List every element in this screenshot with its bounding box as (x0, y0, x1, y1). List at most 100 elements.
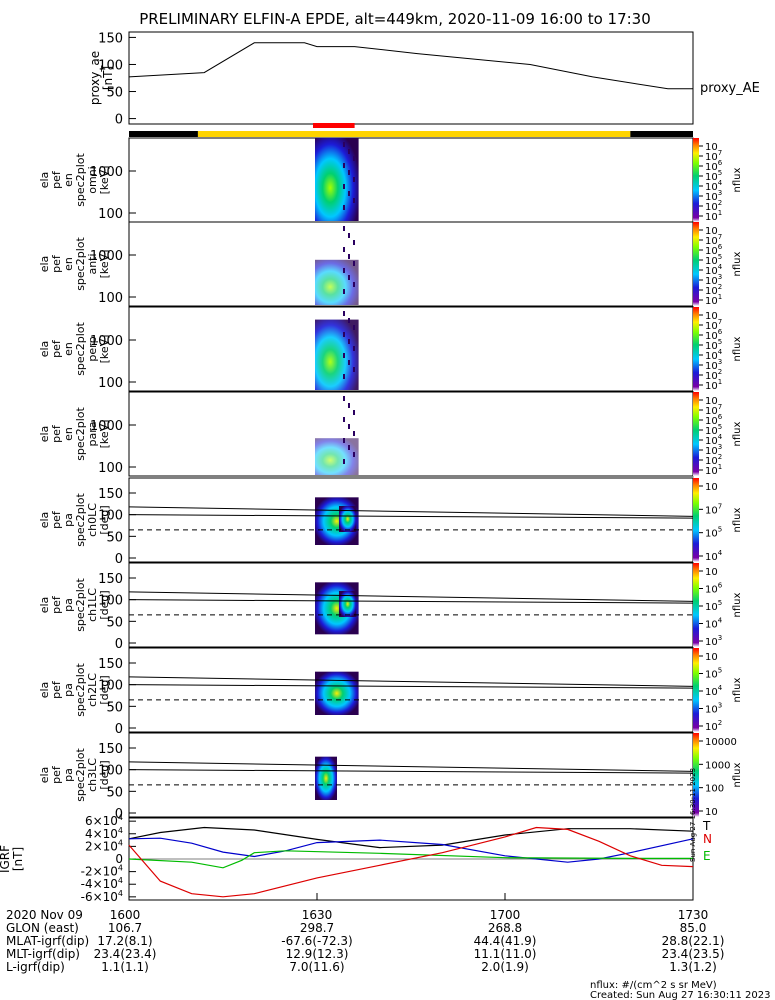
axis-label-line: spec2plot (74, 578, 87, 632)
time-axis-value: 28.8(22.1) (662, 934, 725, 948)
proxy-ae-panel: 150 100 50 0 proxy_AE proxy_ae [nT] (88, 31, 760, 127)
axis-label-line: pa (62, 598, 75, 612)
axis-label-line: spec2plot (74, 493, 87, 547)
axis-label-line: pef (50, 680, 63, 699)
axis-label-line: spec2plot (74, 748, 87, 802)
time-axis-time: 1630 (302, 908, 333, 922)
pitch-0-cbar-label: 10 (705, 482, 718, 493)
pitch-1-cbar-label: 105 (705, 599, 722, 613)
energy-spectrogram-speck (343, 417, 345, 422)
energy-2-cbar-title: nflux (732, 336, 743, 361)
pitch-tick-label: 150 (98, 487, 123, 502)
axis-label-line: [keV] (98, 250, 111, 279)
energy-spectrogram-blob (315, 438, 359, 475)
pitch-spectrogram-blob-2 (338, 506, 357, 532)
time-axis-time: 1730 (678, 908, 709, 922)
axis-label-line: ela (38, 767, 51, 784)
time-axis-time: 1700 (490, 908, 521, 922)
energy-1-cbar-label: 107 (705, 233, 722, 247)
pitch-3-cbar-label: 100 (705, 784, 724, 795)
time-axis-row-label: MLT-igrf(dip) (6, 947, 80, 961)
energy-2-cbar-label: 10 (705, 311, 718, 322)
axis-label-line: [keV] (98, 335, 111, 364)
energy-3-cbar-label: 106 (705, 413, 723, 427)
axis-label-line: pef (50, 339, 63, 358)
energy-tick-label: 1000 (90, 419, 123, 434)
energy-spectrogram-speck (348, 254, 350, 259)
orbit-segment (197, 131, 631, 137)
pitch-2-cbar-label: 103 (705, 702, 722, 716)
time-axis-row-label: 2020 Nov 09 (6, 908, 83, 922)
time-axis-row-label: L-igrf(dip) (6, 960, 65, 974)
energy-3-cbar-label: 105 (705, 423, 722, 437)
energy-spectrogram-speck (343, 247, 345, 252)
energy-tick-label: 100 (98, 207, 123, 222)
energy-spectrogram-speck (353, 431, 355, 436)
axis-label-line: ela (38, 256, 51, 273)
igrf-tick-label: -2×104 (81, 864, 123, 879)
proxy-ae-ylabel: proxy_ae [nT] (88, 51, 115, 105)
axis-label-line: pef (50, 595, 63, 614)
energy-spectrogram-speck (343, 374, 345, 379)
energy-spectrogram-speck (343, 332, 345, 337)
energy-1-colorbar (693, 222, 699, 306)
energy-2-cbar-label: 101 (705, 378, 722, 392)
energy-0-cbar-label: 107 (705, 149, 722, 163)
pitch-tick-label: 0 (115, 722, 123, 737)
axis-label-line: spec2plot (74, 322, 87, 376)
energy-0-cbar-title: nflux (732, 167, 743, 192)
time-axis-value: 1.3(1.2) (669, 960, 717, 974)
axis-label-line: omni (86, 166, 99, 193)
energy-spectrogram-speck (343, 184, 345, 189)
proxy-ae-tick-label: 50 (106, 86, 123, 101)
pitch-tick-label: 50 (106, 785, 123, 800)
energy-panel-frame (128, 306, 694, 392)
energy-spectrogram-speck (353, 282, 355, 287)
proxy-ae-ticks: 150 100 50 0 (98, 31, 136, 128)
axis-label-line: [nT] (11, 847, 25, 871)
energy-tick-label: 1000 (90, 249, 123, 264)
loss-cone-line (128, 676, 694, 687)
energy-2-cbar-label: 106 (705, 328, 723, 342)
energy-3-cbar-label: 104 (705, 433, 723, 447)
energy-spectrogram-speck (348, 424, 350, 429)
pitch-tick-label: 0 (115, 807, 123, 822)
energy-spectrogram-speck (343, 163, 345, 168)
energy-spectrogram-blob (315, 319, 359, 390)
igrf-legend-e: E (703, 849, 711, 863)
pitch-tick-label: 150 (98, 657, 123, 672)
pitch-3-cbar-label: 10000 (705, 737, 737, 748)
axis-label-line: [deg] (98, 760, 111, 789)
axis-label-line: pa (62, 768, 75, 782)
proxy-ae-tick-label: 100 (98, 58, 123, 73)
energy-0-colorbar (693, 138, 699, 222)
orbit-bar (129, 123, 693, 137)
loss-cone-line (128, 506, 694, 517)
igrf-line-red (128, 826, 694, 898)
pitch-1-cbar-title: nflux (732, 592, 743, 617)
energy-spectrogram-speck (353, 325, 355, 330)
science-zone-marker (313, 123, 355, 128)
loss-cone-line (128, 769, 694, 774)
axis-label-line: pef (50, 510, 63, 529)
pitch-1-cbar-label: 103 (705, 634, 722, 648)
axis-label-line: pa (62, 513, 75, 527)
pitch-0-cbar-label: 105 (705, 526, 722, 540)
igrf-legend-n: N (703, 832, 712, 846)
pitch-2-cbar-label: 10 (705, 652, 718, 663)
pitch-panel-3: 150 100 50 0 ela pef pa spec2plot ch3LC [deg] 1000… (38, 732, 743, 822)
pitch-tick-label: 100 (98, 509, 123, 524)
pitch-panel-frame (128, 732, 694, 818)
energy-0-cbar-label: 106 (705, 159, 723, 173)
pitch-panel-frame (128, 477, 694, 563)
axis-label-line: [keV] (98, 420, 111, 449)
igrf-tick-label: 4×104 (85, 826, 123, 841)
axis-label-line: pef (50, 424, 63, 443)
pitch-1-cbar-label: 10 (705, 567, 718, 578)
energy-panel-frame (128, 391, 694, 477)
energy-3-cbar-label: 10 (705, 396, 718, 407)
axis-label-line: ela (38, 341, 51, 358)
